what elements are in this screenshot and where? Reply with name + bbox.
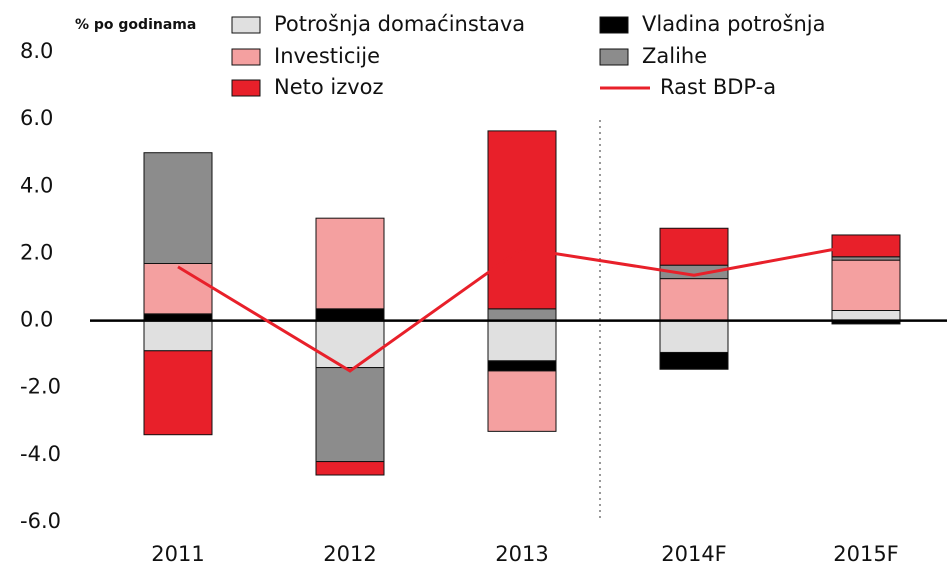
legend-swatch [599,48,629,66]
line-series [177,241,867,373]
bar-segment [315,461,385,476]
y-tick-label: 6.0 [20,106,53,130]
legend-label: Neto izvoz [274,75,384,99]
bar-segment [831,256,901,261]
y-unit-label: % po godinama [75,17,196,33]
y-tick-label: -2.0 [20,375,61,399]
bar-segment [831,259,901,311]
bar-segment [487,360,557,372]
bar-segment [315,308,385,322]
bar-segment [831,310,901,322]
x-tick-label: 2011 [151,542,204,566]
legend-swatch [599,16,629,34]
legend-label: Vladina potrošnja [642,12,825,36]
y-tick-label: 4.0 [20,173,53,197]
bar-segment [659,320,729,353]
bar-segment [143,152,213,264]
y-tick-label: 2.0 [20,240,53,264]
x-tick-label: 2014F [661,542,727,566]
y-tick-label: 8.0 [20,39,53,63]
y-tick-label: 0.0 [20,308,53,332]
bar-segment [659,278,729,322]
bar-segment [487,308,557,322]
legend-label: Zalihe [642,44,707,68]
bar-segment [315,217,385,310]
bar-segment [487,130,557,310]
legend-swatch [231,79,261,97]
bar-segment [315,320,385,369]
legend-swatch [231,48,261,66]
bar-segment [487,320,557,362]
bar-segment [143,350,213,436]
bar-segment [831,234,901,258]
x-tick-label: 2015F [833,542,899,566]
x-tick-label: 2013 [495,542,548,566]
legend-swatch [231,16,261,34]
legend-label: Investicije [274,44,380,68]
y-tick-label: -4.0 [20,442,61,466]
bar-segment [487,370,557,432]
legend-label: Rast BDP-a [660,75,776,99]
x-tick-label: 2012 [323,542,376,566]
legend-label: Potrošnja domaćinstava [274,12,525,36]
bar-segment [143,263,213,315]
y-tick-label: -6.0 [20,509,61,533]
bar-segment [659,351,729,370]
bar-segment [315,367,385,463]
bar-segment [143,320,213,352]
bar-segment [659,227,729,266]
